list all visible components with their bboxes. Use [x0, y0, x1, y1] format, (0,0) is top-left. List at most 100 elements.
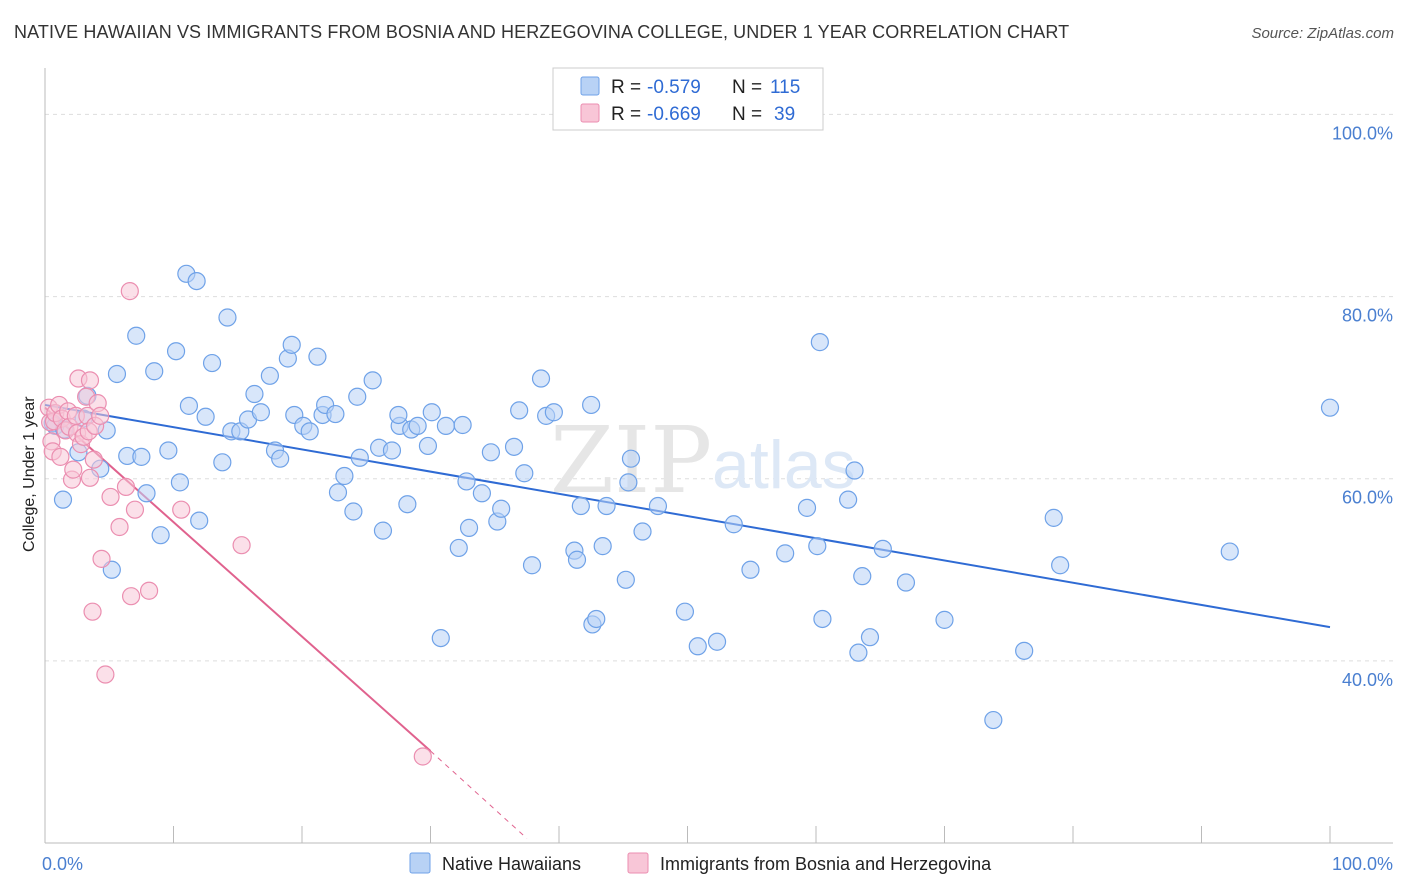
trend-line-bosnia-extension [430, 750, 528, 839]
point-native-hawaiians [688, 637, 707, 656]
point-native-hawaiians [810, 333, 829, 352]
point-bosnia-herzegovina [84, 450, 103, 469]
point-native-hawaiians [418, 436, 438, 456]
point-native-hawaiians [53, 490, 73, 509]
legend-r-value-1: -0.579 [647, 77, 701, 98]
point-native-hawaiians [328, 483, 348, 502]
point-native-hawaiians [849, 643, 868, 662]
trend-line-native-hawaiians [44, 403, 1331, 629]
point-bosnia-herzegovina [83, 602, 102, 621]
point-native-hawaiians [170, 473, 190, 492]
y-axis-title: College, Under 1 year [21, 396, 38, 552]
point-native-hawaiians [515, 464, 534, 483]
point-native-hawaiians [260, 366, 279, 385]
point-bosnia-herzegovina [91, 406, 110, 425]
point-native-hawaiians [531, 369, 551, 388]
point-native-hawaiians [300, 422, 319, 441]
point-native-hawaiians [504, 437, 524, 456]
point-native-hawaiians [344, 502, 363, 521]
point-native-hawaiians [675, 602, 695, 621]
y-tick-label: 40.0% [1342, 670, 1393, 690]
point-bosnia-herzegovina [110, 517, 129, 537]
point-native-hawaiians [510, 401, 529, 420]
point-native-hawaiians [1320, 398, 1340, 417]
point-bosnia-herzegovina [120, 282, 139, 301]
point-native-hawaiians [567, 550, 587, 569]
point-native-hawaiians [202, 353, 222, 373]
point-bosnia-herzegovina [92, 549, 111, 568]
point-native-hawaiians [213, 453, 232, 472]
point-native-hawaiians [853, 567, 872, 586]
point-native-hawaiians [873, 539, 892, 558]
point-native-hawaiians [350, 448, 369, 467]
point-native-hawaiians [282, 335, 301, 354]
point-native-hawaiians [422, 403, 441, 422]
point-native-hawaiians [436, 416, 456, 435]
series-legend-label-2: Immigrants from Bosnia and Herzegovina [660, 854, 992, 874]
point-native-hawaiians [839, 490, 858, 509]
point-native-hawaiians [348, 387, 367, 406]
stats-legend-swatch-blue [580, 76, 600, 96]
point-native-hawaiians [196, 407, 215, 426]
point-native-hawaiians [813, 609, 832, 629]
point-native-hawaiians [187, 271, 206, 291]
point-bosnia-herzegovina [64, 460, 83, 479]
point-native-hawaiians [587, 609, 606, 629]
y-tick-label: 60.0% [1342, 488, 1393, 508]
point-bosnia-herzegovina [139, 581, 159, 600]
y-tick-label: 100.0% [1332, 123, 1393, 143]
point-native-hawaiians [408, 416, 427, 435]
point-native-hawaiians [382, 441, 402, 460]
point-native-hawaiians [522, 556, 542, 575]
point-native-hawaiians [571, 496, 590, 516]
point-native-hawaiians [808, 537, 827, 556]
point-native-hawaiians [597, 496, 616, 516]
chart-title: NATIVE HAWAIIAN VS IMMIGRANTS FROM BOSNI… [14, 22, 1070, 42]
point-native-hawaiians [363, 371, 382, 390]
point-native-hawaiians [453, 415, 472, 435]
point-native-hawaiians [1015, 641, 1034, 660]
point-bosnia-herzegovina [51, 447, 70, 466]
legend-n-label-2: N = [732, 104, 762, 125]
point-native-hawaiians [648, 496, 668, 516]
point-bosnia-herzegovina [172, 500, 191, 519]
point-native-hawaiians [472, 484, 491, 503]
trend-lines [44, 403, 1331, 839]
point-native-hawaiians [245, 384, 264, 404]
point-bosnia-herzegovina [232, 536, 251, 555]
point-bosnia-herzegovina [80, 371, 100, 390]
point-native-hawaiians [218, 308, 237, 327]
point-native-hawaiians [724, 515, 743, 534]
point-native-hawaiians [459, 518, 479, 537]
point-native-hawaiians [582, 395, 601, 415]
point-bosnia-herzegovina [125, 500, 145, 519]
point-native-hawaiians [544, 403, 563, 422]
watermark-atlas: atlas [712, 427, 856, 503]
point-native-hawaiians [335, 466, 354, 486]
points-native-hawaiians [43, 264, 1340, 730]
legend-n-value-1: 115 [770, 77, 800, 98]
point-native-hawaiians [633, 522, 652, 541]
point-native-hawaiians [179, 396, 199, 415]
point-native-hawaiians [1044, 508, 1063, 527]
point-native-hawaiians [896, 573, 916, 592]
point-native-hawaiians [457, 472, 476, 491]
point-bosnia-herzegovina [80, 468, 100, 487]
point-native-hawaiians [373, 521, 393, 540]
x-tick-labels: 0.0% 100.0% [42, 854, 1393, 874]
legend-r-value-2: -0.669 [647, 104, 701, 125]
points-bosnia-herzegovina [39, 282, 432, 766]
point-native-hawaiians [137, 484, 156, 503]
point-native-hawaiians [1220, 542, 1239, 561]
point-native-hawaiians [935, 610, 954, 629]
series-legend: Native Hawaiians Immigrants from Bosnia … [409, 852, 992, 874]
stats-legend-swatch-pink [580, 103, 600, 123]
watermark: ZIP atlas [550, 407, 856, 514]
series-legend-label-1: Native Hawaiians [442, 854, 581, 874]
legend-n-value-2: 39 [774, 104, 795, 125]
point-native-hawaiians [616, 570, 635, 589]
point-native-hawaiians [166, 342, 186, 361]
chart-source: Source: ZipAtlas.com [1251, 25, 1394, 42]
point-native-hawaiians [621, 449, 641, 468]
